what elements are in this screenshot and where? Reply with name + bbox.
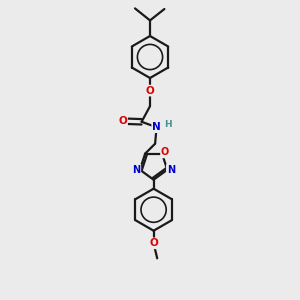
Text: O: O [118,116,127,126]
Text: O: O [149,238,158,248]
Text: O: O [146,85,154,96]
Text: N: N [152,122,161,132]
Text: N: N [167,165,175,175]
Text: H: H [164,120,172,129]
Text: O: O [161,148,169,158]
Text: N: N [132,165,140,175]
